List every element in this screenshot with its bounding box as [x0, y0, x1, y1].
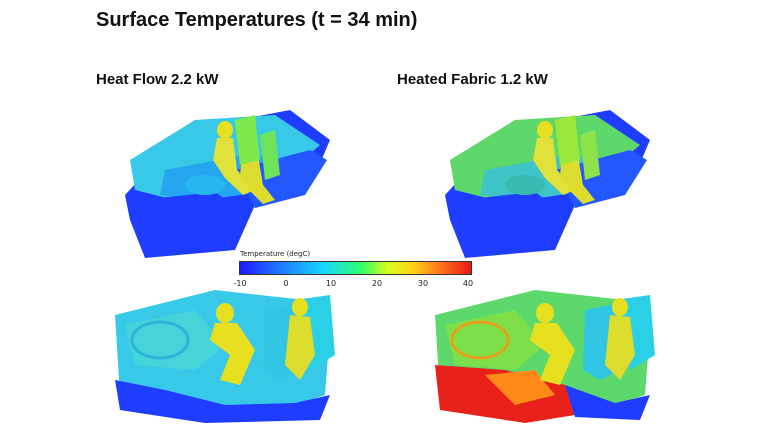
legend-title: Temperature (degC) — [240, 250, 311, 258]
legend-tick: 0 — [283, 279, 289, 288]
page-title: Surface Temperatures (t = 34 min) — [96, 9, 418, 31]
legend-tick: 30 — [417, 279, 429, 288]
heat-flow-exterior-render — [125, 110, 330, 258]
legend-color-bar — [239, 261, 472, 275]
temperature-legend: Temperature (degC) -10 0 10 20 30 40 — [228, 250, 476, 292]
legend-tick: 10 — [325, 279, 337, 288]
legend-tick: 40 — [462, 279, 474, 288]
heat-flow-interior-render — [115, 290, 335, 423]
heated-fabric-interior-render — [435, 290, 655, 423]
heated-fabric-exterior-render — [445, 110, 650, 258]
legend-tick: -10 — [233, 279, 247, 288]
panel-label-heat-flow: Heat Flow 2.2 kW — [96, 71, 219, 88]
legend-tick: 20 — [371, 279, 383, 288]
panel-label-heated-fabric: Heated Fabric 1.2 kW — [397, 71, 548, 88]
